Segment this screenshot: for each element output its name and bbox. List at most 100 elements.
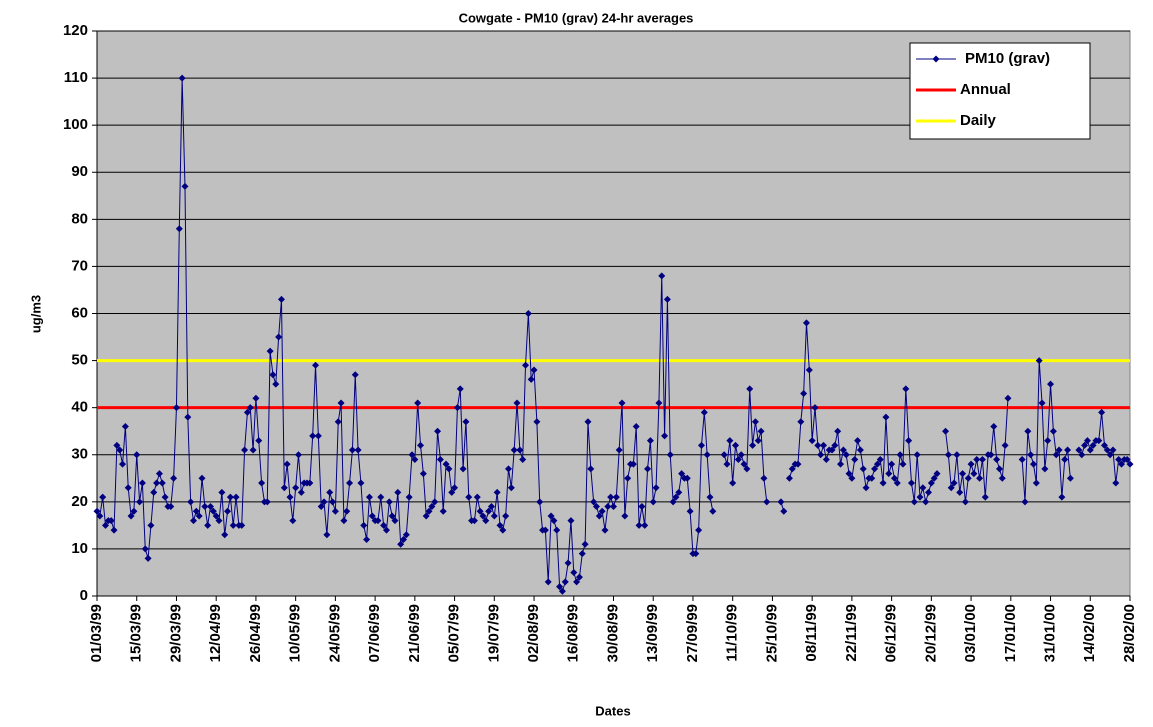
y-tick-label: 90 — [71, 163, 88, 180]
data-point — [243, 408, 251, 416]
data-point — [658, 272, 666, 280]
y-tick-label: 30 — [71, 446, 88, 463]
data-point — [780, 507, 788, 515]
data-point — [556, 583, 564, 591]
data-point — [329, 498, 337, 506]
legend-label: PM10 (grav) — [965, 50, 1050, 67]
data-point — [922, 498, 930, 506]
data-point — [238, 521, 246, 529]
data-point — [610, 503, 617, 511]
data-point — [476, 507, 484, 515]
data-point — [967, 460, 975, 468]
data-point — [638, 503, 646, 511]
data-point — [113, 441, 121, 449]
data-point — [218, 488, 226, 496]
data-point — [286, 493, 294, 501]
data-point — [533, 418, 541, 426]
x-tick-label: 08/11/99 — [803, 604, 820, 662]
data-point — [485, 507, 493, 515]
data-point — [873, 460, 881, 468]
data-point — [993, 455, 1001, 463]
data-point — [950, 479, 958, 487]
data-point — [1055, 446, 1063, 454]
data-point — [394, 488, 402, 496]
x-tick-label: 19/07/99 — [485, 604, 502, 662]
data-point — [354, 446, 362, 454]
data-point — [703, 451, 711, 459]
data-point — [1032, 479, 1040, 487]
data-point — [925, 488, 933, 496]
y-tick-label: 40 — [71, 399, 88, 416]
data-point — [868, 474, 876, 482]
data-point — [916, 493, 924, 501]
x-tick-label: 01/03/99 — [88, 604, 105, 662]
data-point — [434, 427, 442, 435]
data-point — [425, 507, 433, 515]
data-point — [1035, 357, 1043, 365]
data-point — [953, 451, 961, 459]
data-point — [876, 455, 884, 463]
data-point — [187, 498, 195, 506]
data-point — [348, 446, 356, 454]
x-tick-label: 16/08/99 — [565, 604, 582, 662]
data-point — [794, 460, 802, 468]
data-point — [652, 484, 660, 492]
data-point — [839, 446, 847, 454]
data-point — [933, 470, 941, 478]
data-point — [678, 470, 686, 478]
data-point — [692, 550, 700, 558]
y-tick-label: 70 — [71, 257, 88, 274]
data-point — [221, 531, 229, 539]
data-point — [1058, 493, 1066, 501]
data-point — [363, 536, 371, 543]
data-point — [504, 465, 512, 473]
data-point — [445, 465, 453, 473]
data-point — [297, 488, 305, 496]
data-point — [377, 493, 385, 501]
data-point — [459, 465, 467, 473]
data-point — [502, 512, 510, 520]
data-point — [797, 418, 805, 426]
data-point — [340, 517, 348, 525]
data-point — [995, 465, 1003, 473]
data-point — [632, 423, 640, 430]
data-point — [1098, 408, 1106, 416]
data-point — [1061, 455, 1069, 463]
x-axis-label: Dates — [595, 703, 630, 718]
data-point — [178, 74, 186, 82]
data-point — [1047, 380, 1055, 388]
data-point — [499, 526, 507, 534]
data-point — [550, 517, 558, 525]
data-point — [587, 465, 595, 473]
data-point — [343, 507, 351, 515]
data-point — [453, 404, 461, 412]
data-point — [814, 441, 822, 449]
data-point — [899, 460, 907, 468]
data-point — [723, 460, 731, 468]
legend-label: Annual — [960, 81, 1011, 98]
data-point — [442, 460, 450, 468]
data-point — [207, 503, 215, 511]
data-point — [536, 498, 544, 506]
data-point — [388, 512, 396, 520]
data-point — [102, 521, 110, 529]
data-point — [99, 493, 107, 501]
data-point — [959, 470, 967, 478]
data-point — [811, 404, 819, 412]
data-point — [263, 498, 271, 506]
data-point — [431, 498, 439, 506]
data-line — [1021, 360, 1071, 502]
data-point — [618, 399, 626, 407]
data-point — [998, 474, 1006, 482]
data-point — [573, 578, 581, 586]
data-point — [397, 540, 405, 548]
data-point — [306, 479, 314, 487]
data-point — [522, 361, 530, 369]
data-point — [817, 451, 825, 459]
data-point — [902, 385, 910, 393]
legend-label: Daily — [960, 112, 997, 129]
data-point — [961, 498, 969, 506]
data-point — [334, 418, 342, 426]
data-point — [885, 470, 893, 478]
data-point — [1041, 465, 1049, 473]
